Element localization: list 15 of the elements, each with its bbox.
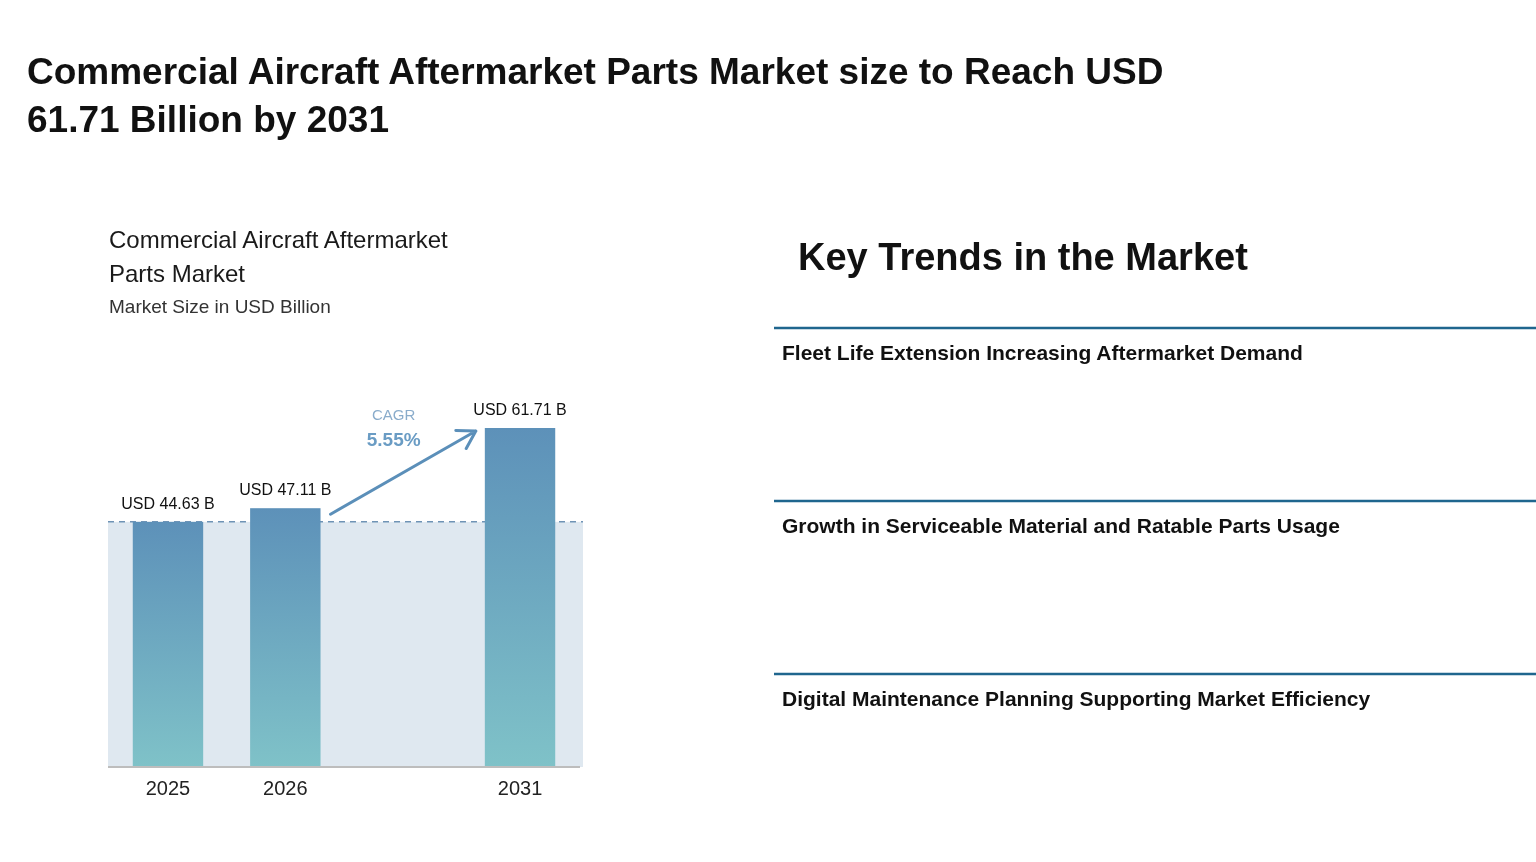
x-tick-label: 2025 <box>145 777 191 799</box>
data-label: USD 47.11 B <box>239 481 332 499</box>
text: Fleet Life Extension Increasing Aftermarket Demand <box>782 341 1303 364</box>
chart-title: Commercial Aircraft Aftermarket Parts Market <box>109 226 449 287</box>
x-tick-label: 2026 <box>263 777 308 799</box>
text: Commercial Aircraft Aftermarket Parts Market size to Reach USD 61.71 Billion by 2031 <box>27 51 1164 140</box>
x-tick-label: 2031 <box>497 777 543 799</box>
text: Key Trends in the Market <box>798 236 1249 278</box>
text: Growth in Serviceable Material and Ratable Parts Usage <box>782 514 1340 537</box>
text: Digital Maintenance Planning Supporting Market Efficiency <box>782 687 1371 710</box>
annotation: 5.55% <box>366 429 421 450</box>
chart-subtitle: Market Size in USD Billion <box>109 296 331 317</box>
data-label: USD 61.71 B <box>473 401 567 418</box>
data-label: USD 44.63 B <box>121 494 215 512</box>
text: CAGR <box>372 406 416 423</box>
